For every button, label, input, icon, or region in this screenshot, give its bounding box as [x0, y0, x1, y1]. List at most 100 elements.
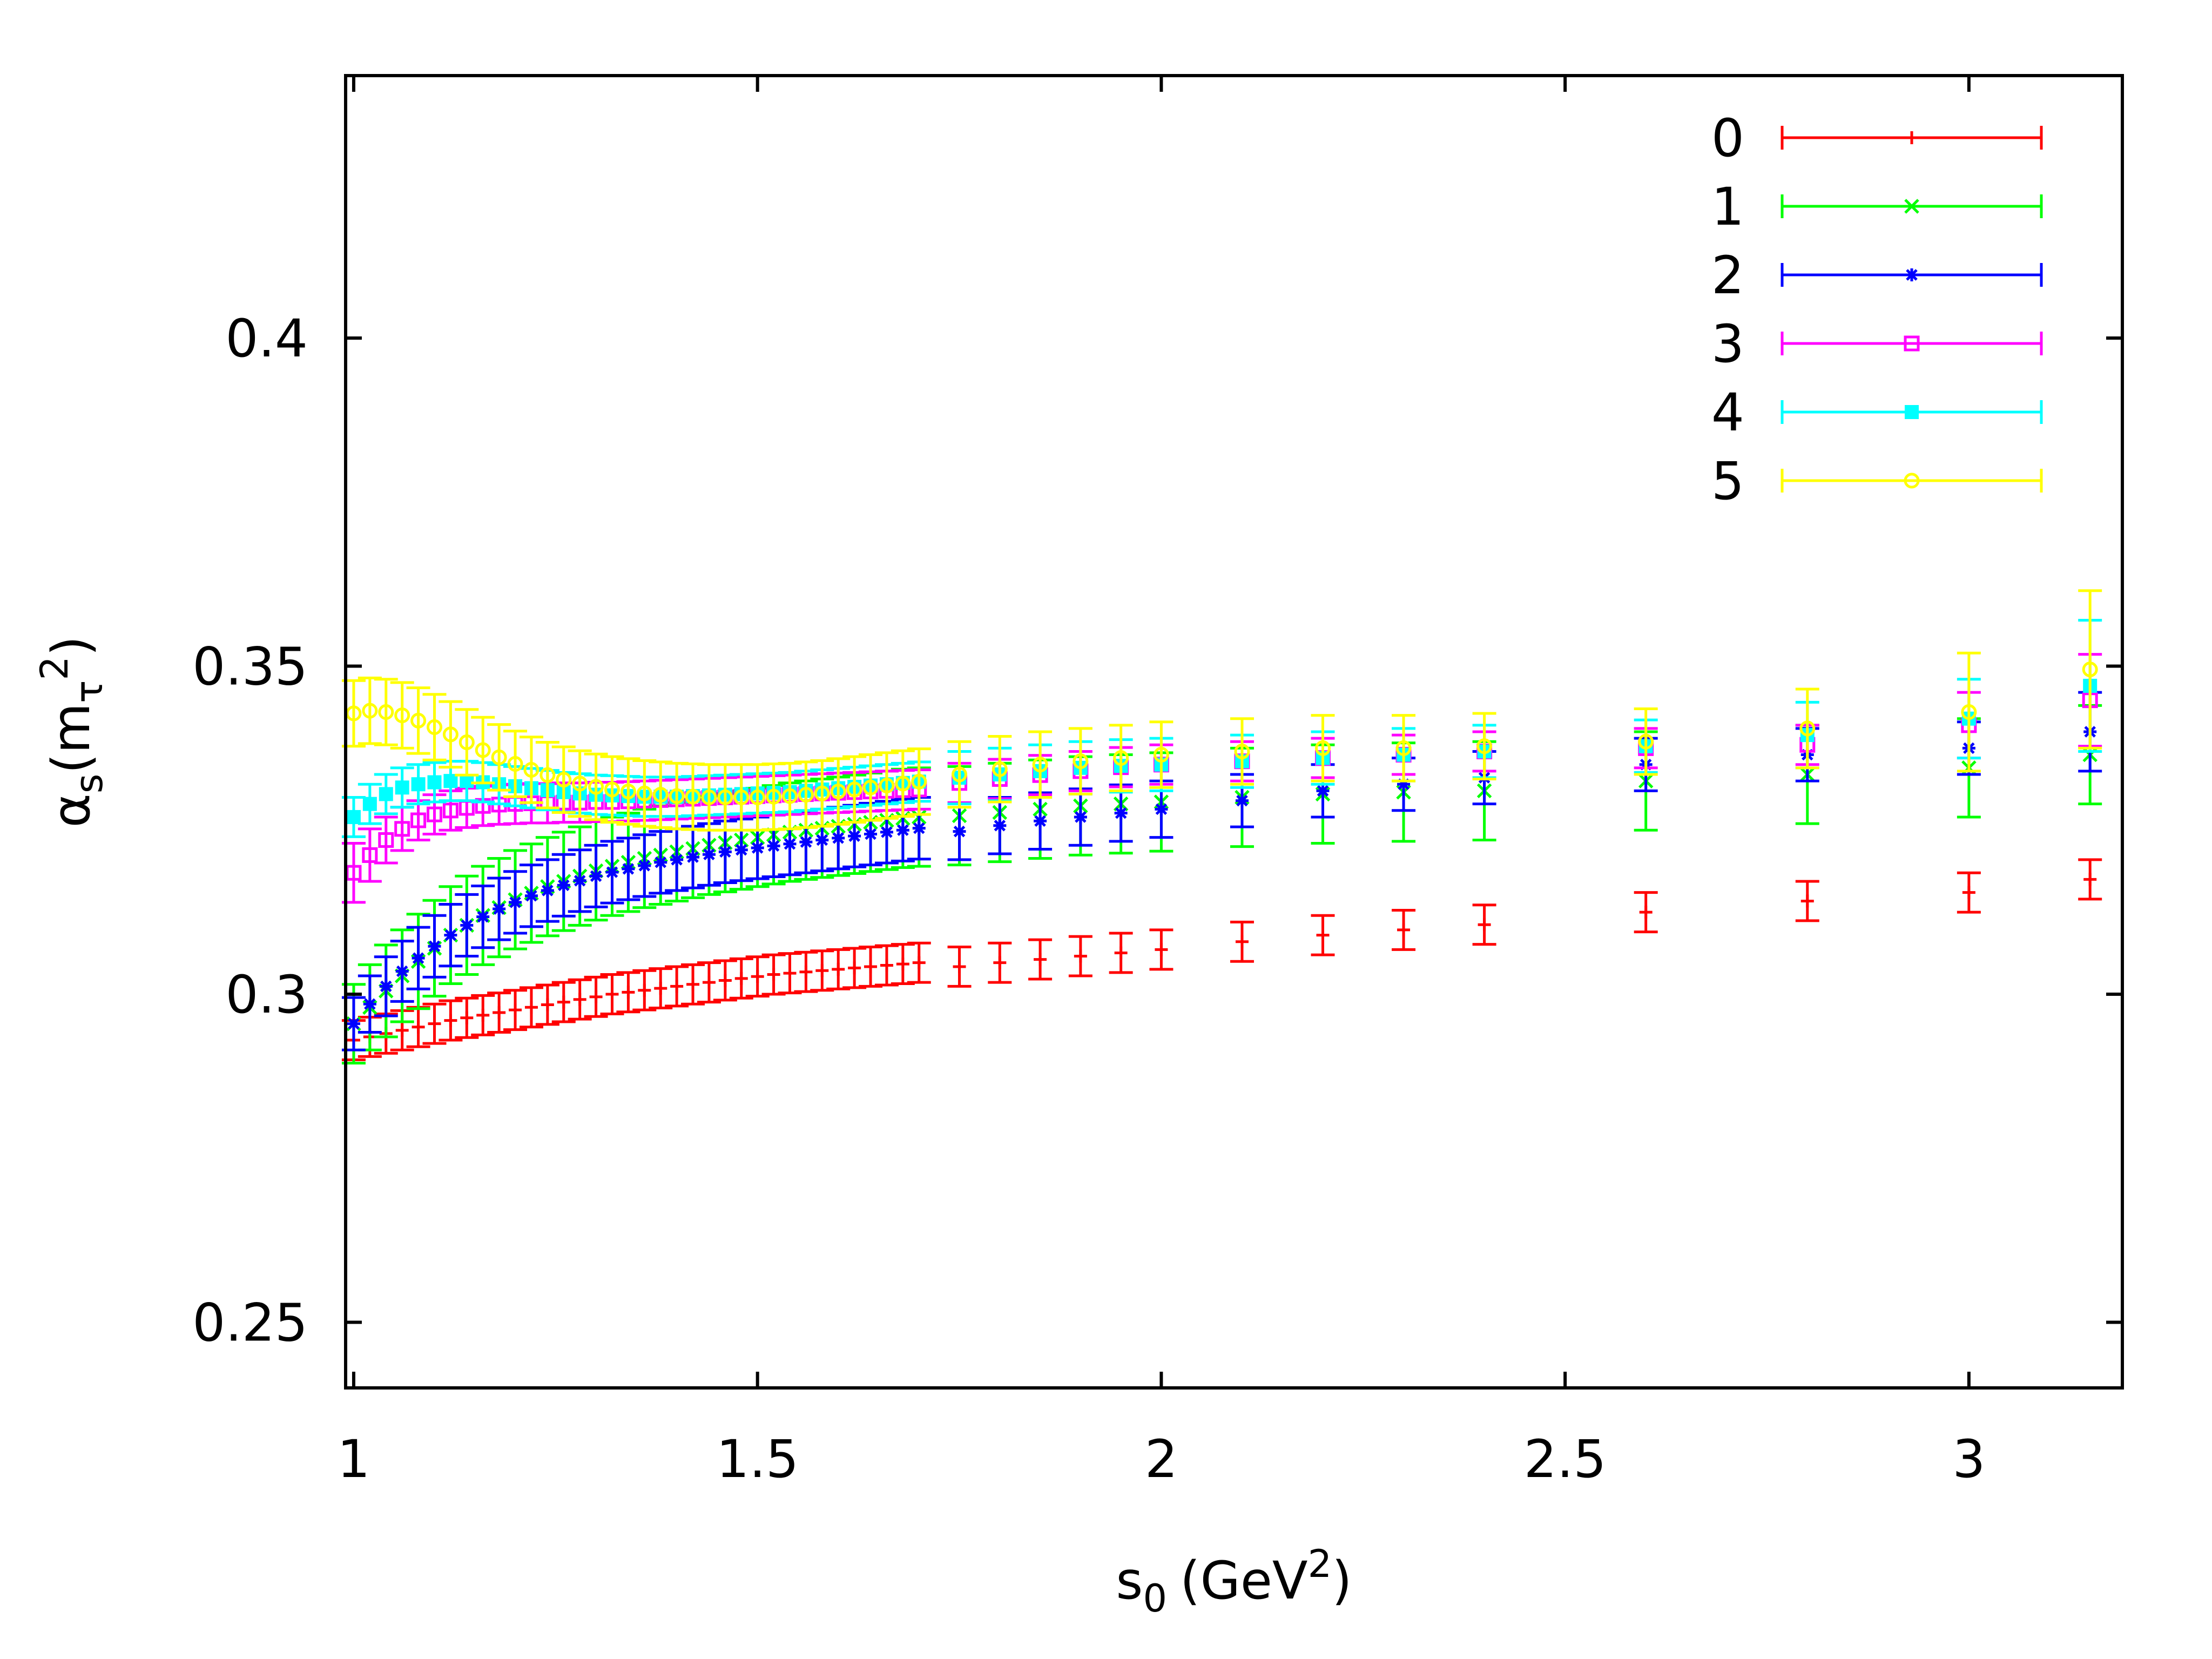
- data-point: [1634, 891, 1658, 934]
- ticks-layer: 1 1.5 2 2.5 3 0.25 0.3 0.35 0.4: [192, 76, 2122, 1489]
- point-marker: [1155, 802, 1168, 816]
- point-marker: [912, 821, 926, 835]
- data-point: [1109, 724, 1133, 792]
- point-marker: [751, 841, 764, 855]
- data-point: [535, 740, 559, 810]
- point-marker: [880, 825, 893, 839]
- point-marker: [1397, 923, 1411, 936]
- point-marker: [815, 833, 829, 847]
- y-tick-label: 0.35: [192, 637, 308, 697]
- data-point: [2078, 858, 2102, 901]
- point-marker: [766, 788, 782, 805]
- point-marker: [442, 726, 458, 743]
- data-point: [519, 864, 543, 928]
- point-marker: [652, 787, 669, 803]
- point-marker: [491, 749, 507, 765]
- data-point: [358, 783, 382, 825]
- data-point: [390, 940, 414, 1003]
- point-marker: [427, 719, 442, 735]
- data-point: [988, 941, 1012, 984]
- point-marker: [524, 889, 538, 902]
- point-marker: [572, 775, 588, 792]
- legend-entry-3: 3: [1711, 314, 2043, 374]
- point-marker: [638, 983, 651, 997]
- data-point: [551, 745, 576, 814]
- point-marker: [442, 802, 458, 819]
- legend-label: 5: [1711, 451, 1744, 511]
- data-point: [1392, 908, 1416, 951]
- point-marker: [832, 962, 845, 976]
- point-marker: [428, 1017, 441, 1030]
- legend-marker: [1905, 405, 1919, 419]
- point-marker: [992, 761, 1008, 777]
- point-marker: [864, 827, 878, 841]
- plot-frame: [344, 74, 2124, 1390]
- data-point: [439, 999, 463, 1042]
- data-point: [681, 963, 705, 1006]
- data-point: [390, 766, 414, 809]
- data-point: [859, 753, 883, 822]
- legend-entry-4: 4: [1711, 382, 2043, 443]
- point-marker: [718, 845, 732, 859]
- point-marker: [428, 940, 441, 953]
- data-point: [519, 986, 543, 1029]
- data-point: [697, 961, 721, 1004]
- point-marker: [427, 806, 442, 822]
- point-marker: [701, 790, 717, 805]
- data-point: [907, 747, 931, 816]
- point-marker: [767, 968, 780, 981]
- point-marker: [1113, 750, 1129, 766]
- data-point: [1795, 687, 1819, 770]
- point-marker: [395, 965, 409, 978]
- point-marker: [524, 1001, 538, 1014]
- data-point: [600, 973, 624, 1015]
- data-point: [681, 825, 705, 889]
- point-marker: [444, 928, 457, 942]
- legend-entry-0: 0: [1711, 108, 2043, 168]
- point-marker: [1074, 949, 1087, 963]
- point-marker: [1316, 784, 1330, 798]
- point-marker: [2083, 873, 2097, 886]
- point-marker: [1476, 738, 1493, 754]
- point-marker: [751, 970, 764, 983]
- point-marker: [605, 866, 619, 879]
- point-marker: [460, 1011, 474, 1024]
- data-point: [988, 735, 1012, 804]
- legend-label: 0: [1711, 108, 1744, 168]
- point-marker: [557, 995, 570, 1009]
- point-marker: [702, 976, 716, 989]
- data-point: [1028, 938, 1053, 981]
- data-point: [487, 992, 511, 1034]
- legend-label: 3: [1711, 314, 1744, 374]
- point-marker: [1800, 894, 1814, 908]
- point-marker: [394, 821, 410, 837]
- data-point: [551, 981, 576, 1023]
- data-point: [891, 749, 915, 818]
- point-marker: [556, 772, 572, 788]
- data-point: [616, 971, 640, 1014]
- data-point: [455, 996, 479, 1039]
- point-marker: [702, 848, 716, 861]
- legend-marker: [1904, 199, 1919, 214]
- data-point: [422, 1002, 447, 1045]
- point-marker: [589, 990, 603, 1003]
- point-marker: [879, 778, 895, 794]
- point-marker: [509, 1003, 522, 1017]
- data-point: [503, 989, 528, 1031]
- point-marker: [1153, 747, 1169, 763]
- data-point: [487, 723, 511, 792]
- data-point: [1068, 935, 1092, 977]
- point-marker: [1639, 906, 1653, 919]
- point-marker: [443, 774, 458, 788]
- legend-marker: [1905, 131, 1918, 144]
- data-point: [1068, 727, 1092, 795]
- point-marker: [410, 812, 427, 828]
- x-tick-label: 3: [1952, 1429, 1985, 1489]
- data-point: [632, 969, 657, 1011]
- point-marker: [523, 761, 539, 778]
- point-marker: [347, 1017, 360, 1030]
- data-point: [503, 870, 528, 935]
- point-marker: [541, 998, 554, 1011]
- point-marker: [993, 819, 1007, 832]
- point-marker: [1315, 740, 1331, 756]
